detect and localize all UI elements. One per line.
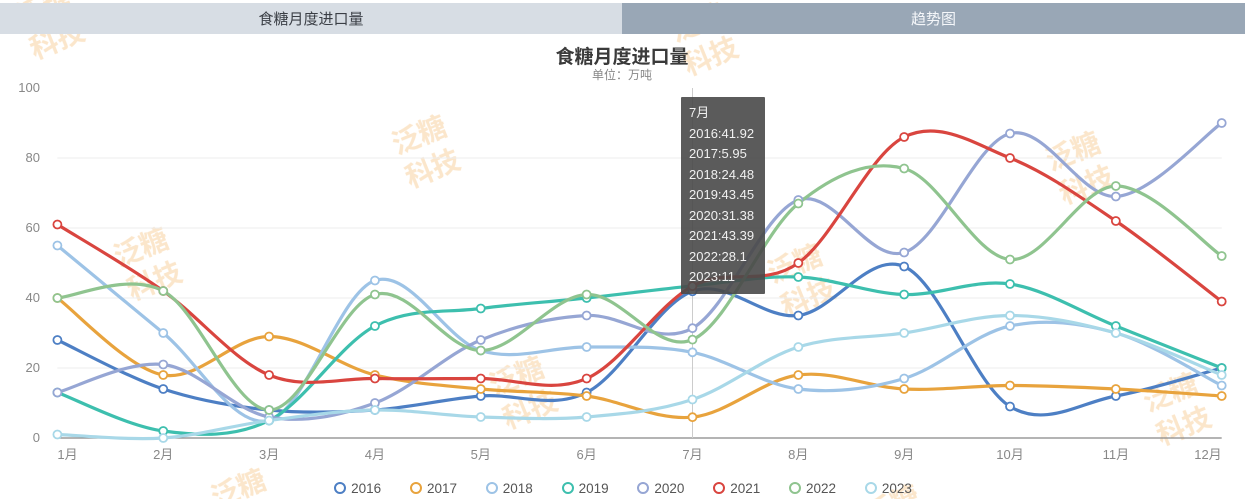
svg-text:7月: 7月: [682, 447, 702, 462]
svg-text:8月: 8月: [788, 447, 808, 462]
svg-text:1月: 1月: [57, 447, 77, 462]
svg-text:100: 100: [18, 80, 40, 95]
svg-text:3月: 3月: [259, 447, 279, 462]
svg-text:4月: 4月: [365, 447, 385, 462]
svg-text:9月: 9月: [894, 447, 914, 462]
svg-text:11月: 11月: [1103, 447, 1130, 462]
svg-text:5月: 5月: [471, 447, 491, 462]
svg-text:40: 40: [26, 290, 40, 305]
svg-text:20: 20: [26, 360, 40, 375]
svg-text:2月: 2月: [153, 447, 173, 462]
svg-text:80: 80: [26, 150, 40, 165]
svg-text:60: 60: [26, 220, 40, 235]
svg-text:6月: 6月: [576, 447, 596, 462]
svg-text:12月: 12月: [1194, 447, 1221, 462]
svg-text:0: 0: [33, 430, 40, 445]
svg-text:10月: 10月: [996, 447, 1023, 462]
